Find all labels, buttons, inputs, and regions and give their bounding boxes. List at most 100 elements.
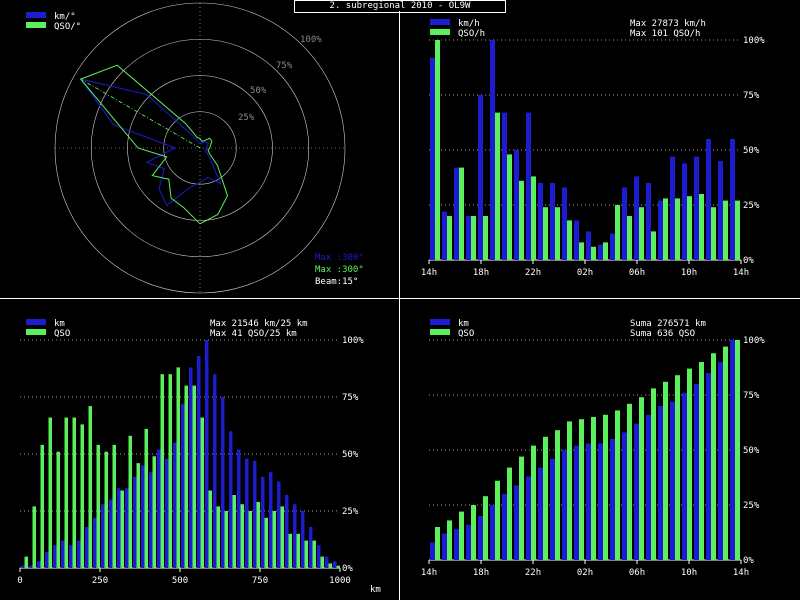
bar-qso [152,456,156,568]
bar-km [706,373,711,560]
bar-km [682,163,687,260]
bar-km [694,156,699,260]
bar-km [538,467,543,560]
bar-qso [160,374,164,568]
panel-divider-horizontal [0,298,800,299]
bar-qso [507,154,512,260]
x-tick-label: 14h [733,568,749,578]
bar-qso [615,410,620,560]
legend-label: km/h [458,19,480,29]
bar-qso [627,403,632,560]
bar-km [634,423,639,560]
bar-qso [663,381,668,560]
bar-km [490,505,495,560]
bar-qso [232,495,236,568]
bar-qso [64,417,68,568]
chart-info: Max 41 QSO/25 km [210,329,297,339]
bar-km [141,465,145,568]
bar-qso [184,385,188,568]
bar-qso [200,417,204,568]
bar-qso [471,216,476,260]
legend-label: QSO/° [54,22,81,32]
bar-km [77,540,81,568]
bar-qso [40,444,44,568]
bar-qso [495,480,500,560]
polar-ring-label: 75% [276,61,293,71]
bar-km [514,485,519,560]
bar-km [317,545,321,568]
x-tick-label: 14h [421,268,437,278]
bar-km [658,200,663,260]
bar-km [61,540,65,568]
polar-max-direction [80,78,201,149]
bar-qso [519,180,524,260]
bar-qso [288,533,292,568]
bar-qso [24,556,28,568]
bar-qso [699,194,704,260]
bar-qso [735,340,740,560]
bar-km [101,504,105,568]
bar-km [514,150,519,260]
bar-km [442,211,447,260]
bar-qso [144,428,148,568]
bar-qso [459,167,464,260]
x-tick-label: 06h [629,268,645,278]
bar-km [598,244,603,260]
legend-swatch [430,19,450,25]
bar-km [253,460,257,568]
x-axis-label: km [370,585,381,595]
bar-km [574,220,579,260]
bar-km [442,533,447,560]
bar-km [309,527,313,568]
bar-km [21,565,25,568]
chart-info: Max 101 QSO/h [630,29,700,39]
bar-km [149,472,153,568]
bar-qso [711,207,716,260]
x-tick-label: 14h [421,568,437,578]
bar-km [165,458,169,568]
y-tick-label: 25% [743,201,760,211]
bar-km [277,481,281,568]
bar-km [261,476,265,568]
bar-qso [483,496,488,560]
bar-km [45,552,49,568]
bar-km [562,450,567,560]
bar-qso [531,445,536,560]
bar-km [454,529,459,560]
bar-qso [567,220,572,260]
y-tick-label: 50% [743,446,760,456]
bar-km [706,139,711,260]
bar-qso [591,417,596,560]
bar-qso [627,216,632,260]
bar-qso [735,200,740,260]
bar-qso [591,246,596,260]
bar-km [550,183,555,260]
bar-qso [615,205,620,260]
bar-km [430,542,435,560]
bar-km [29,565,33,568]
bar-km [285,495,289,568]
bar-qso [48,417,52,568]
bar-qso [304,540,308,568]
bar-km [466,216,471,260]
bar-km [490,40,495,260]
chart-info: Suma 276571 km [630,319,706,329]
x-tick-label: 0 [17,576,22,586]
bar-qso [136,463,140,568]
polar-info-max-qso: Max :300° [315,265,364,275]
bar-qso [320,556,324,568]
legend-swatch [26,329,46,335]
x-tick-label: 02h [577,268,593,278]
bar-km [646,183,651,260]
bar-qso [32,506,36,568]
chart-info: Max 21546 km/25 km [210,319,308,329]
distance-chart: 0%25%50%75%100%0 250 500 750 1000kmkmQSOMax … [17,319,381,595]
bar-km [730,340,735,560]
bar-km [430,57,435,260]
bar-qso [248,511,252,568]
bar-qso [72,417,76,568]
bar-km [682,392,687,560]
legend-swatch [26,12,46,18]
bar-km [694,384,699,560]
